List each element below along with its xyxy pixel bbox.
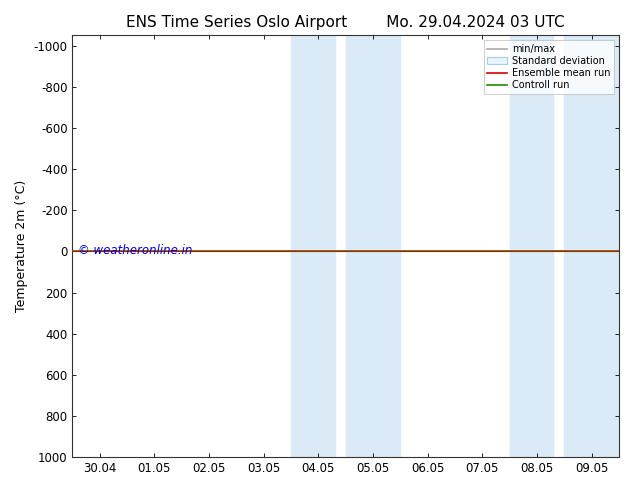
Y-axis label: Temperature 2m (°C): Temperature 2m (°C) bbox=[15, 180, 28, 312]
Bar bbox=[291, 35, 335, 457]
Bar bbox=[564, 35, 619, 457]
Text: © weatheronline.in: © weatheronline.in bbox=[78, 244, 192, 257]
Bar bbox=[510, 35, 553, 457]
Title: ENS Time Series Oslo Airport        Mo. 29.04.2024 03 UTC: ENS Time Series Oslo Airport Mo. 29.04.2… bbox=[126, 15, 565, 30]
Legend: min/max, Standard deviation, Ensemble mean run, Controll run: min/max, Standard deviation, Ensemble me… bbox=[484, 40, 614, 94]
Bar bbox=[346, 35, 400, 457]
